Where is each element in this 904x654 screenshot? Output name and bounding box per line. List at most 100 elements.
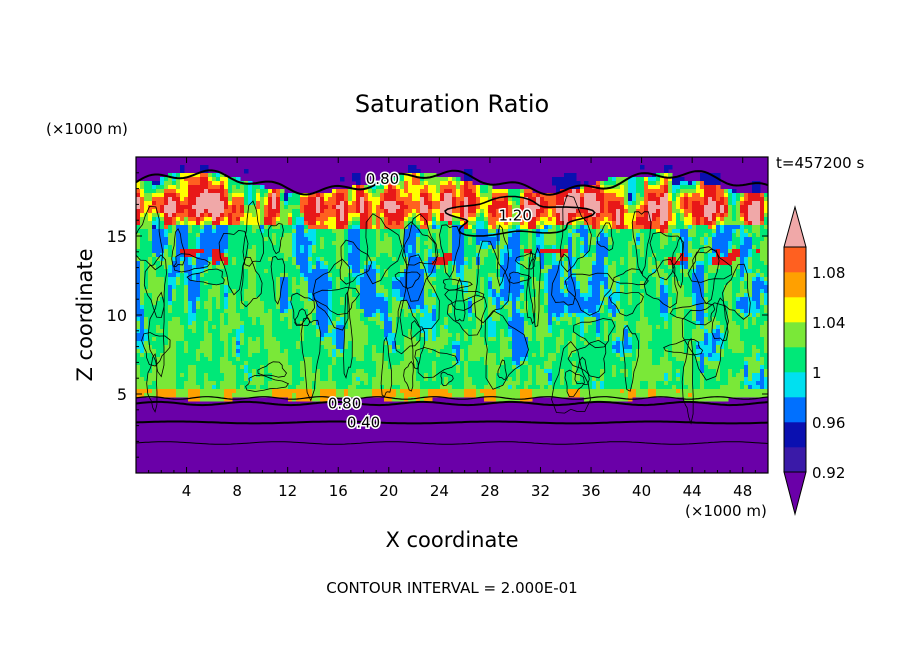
field-cell [536, 225, 541, 230]
field-cell [204, 353, 213, 358]
field-cell [692, 381, 701, 386]
field-cell [432, 241, 437, 246]
field-cell [140, 293, 145, 298]
field-cell [156, 361, 177, 366]
field-cell [612, 309, 617, 314]
field-cell [428, 197, 433, 202]
field-cell [652, 273, 669, 278]
field-cell [600, 201, 605, 206]
field-cell [528, 369, 533, 374]
field-cell [400, 389, 421, 394]
field-cell [508, 193, 521, 198]
field-cell [464, 225, 469, 230]
field-cell [564, 197, 581, 202]
field-cell [740, 385, 745, 390]
field-cell [352, 177, 361, 182]
field-cell [188, 201, 197, 206]
field-cell [624, 317, 641, 322]
field-cell [168, 245, 173, 250]
field-cell [684, 245, 689, 250]
field-cell [644, 245, 661, 250]
field-cell [552, 361, 573, 366]
field-cell [296, 245, 301, 250]
field-cell [184, 345, 189, 350]
field-cell [244, 337, 249, 342]
field-cell [420, 209, 429, 214]
field-cell [684, 317, 693, 322]
field-cell [436, 321, 445, 326]
contour-label: 1.20 [498, 206, 531, 224]
field-cell [744, 277, 753, 282]
field-cell [664, 285, 669, 290]
field-cell [424, 177, 449, 182]
field-cell [372, 217, 377, 222]
field-cell [672, 185, 681, 190]
field-cell [328, 325, 337, 330]
field-cell [608, 229, 617, 234]
colorbar-tick-label: 1.08 [812, 264, 845, 282]
field-cell [528, 357, 549, 362]
field-cell [716, 221, 721, 226]
field-cell [700, 381, 705, 386]
field-cell [684, 237, 689, 242]
field-cell [148, 337, 153, 342]
field-cell [404, 237, 417, 242]
field-cell [328, 297, 333, 302]
field-cell [280, 313, 293, 318]
field-cell [336, 357, 357, 362]
field-cell [652, 361, 661, 366]
field-cell [548, 329, 553, 334]
field-cell [244, 385, 257, 390]
field-cell [664, 373, 669, 378]
field-cell [224, 277, 229, 282]
field-cell [688, 233, 697, 238]
field-cell [240, 209, 245, 214]
field-cell [364, 321, 377, 326]
field-cell [440, 221, 449, 226]
field-cell [584, 225, 589, 230]
field-cell [196, 217, 201, 222]
field-cell [600, 309, 605, 314]
field-cell [492, 193, 509, 198]
field-cell [412, 309, 417, 314]
field-cell [360, 293, 377, 298]
field-cell [552, 213, 557, 218]
field-cell [172, 221, 177, 226]
field-cell [300, 345, 325, 350]
field-cell [156, 357, 177, 362]
field-cell [308, 237, 317, 242]
field-cell [748, 365, 761, 370]
field-cell [364, 205, 369, 210]
field-cell [740, 369, 745, 374]
field-cell [480, 389, 497, 394]
field-cell [216, 381, 221, 386]
field-cell [524, 249, 533, 254]
field-cell [428, 257, 437, 262]
field-cell [480, 357, 485, 362]
field-cell [680, 373, 685, 378]
field-cell [228, 201, 233, 206]
field-cell [452, 189, 457, 194]
field-cell [748, 317, 753, 322]
field-cell [412, 213, 417, 218]
field-cell [200, 357, 209, 362]
field-cell [320, 201, 325, 206]
field-cell [460, 209, 465, 214]
field-cell [220, 369, 237, 374]
field-cell [704, 181, 721, 186]
field-cell [332, 297, 341, 302]
field-cell [656, 269, 665, 274]
field-cell [188, 285, 201, 290]
field-cell [656, 393, 689, 398]
field-cell [176, 353, 197, 358]
field-cell [764, 301, 768, 306]
field-cell [248, 373, 253, 378]
field-cell [392, 329, 397, 334]
field-cell [552, 381, 561, 386]
field-cell [296, 277, 301, 282]
field-cell [228, 217, 233, 222]
field-cell [448, 325, 477, 330]
field-cell [568, 309, 585, 314]
field-cell [320, 257, 325, 262]
field-cell [296, 281, 301, 286]
